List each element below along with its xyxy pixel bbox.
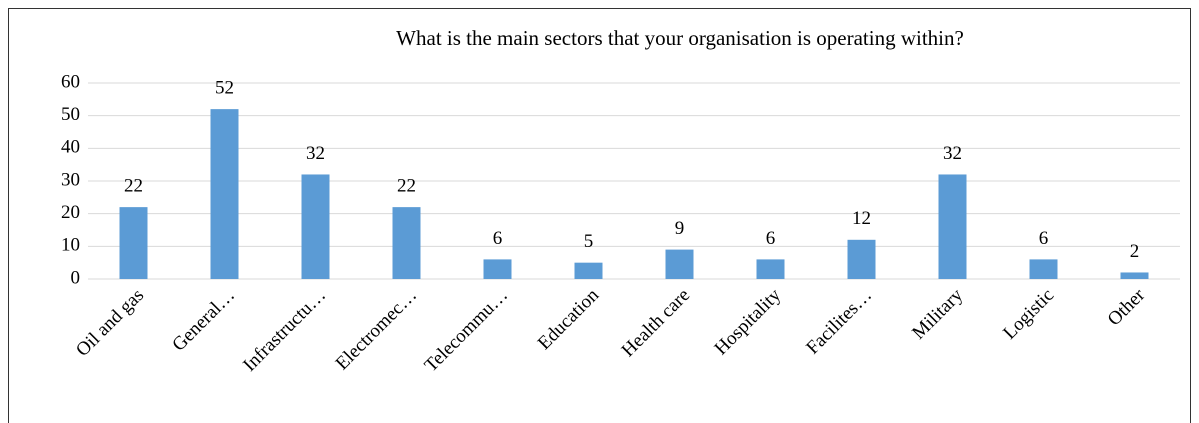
data-label: 6: [1039, 228, 1049, 249]
bar: [119, 207, 148, 279]
bar: [210, 109, 239, 279]
y-tick-label: 50: [61, 104, 80, 125]
data-label: 5: [584, 231, 594, 252]
data-label: 6: [766, 228, 776, 249]
bar: [574, 262, 603, 279]
y-tick-label: 20: [61, 202, 80, 223]
bar: [847, 239, 876, 279]
data-label: 32: [943, 143, 962, 164]
bar: [756, 259, 785, 279]
data-label: 9: [675, 218, 685, 239]
y-tick-label: 60: [61, 71, 80, 92]
y-tick-label: 0: [71, 267, 81, 288]
data-label: 22: [397, 175, 416, 196]
y-tick-label: 30: [61, 169, 80, 190]
bar: [665, 249, 694, 279]
data-label: 6: [493, 228, 503, 249]
bar: [1120, 272, 1149, 279]
y-tick-label: 40: [61, 137, 80, 158]
chart-title: What is the main sectors that your organ…: [396, 26, 964, 50]
bar: [483, 259, 512, 279]
data-label: 2: [1130, 241, 1140, 262]
data-label: 52: [215, 77, 234, 98]
bar: [938, 174, 967, 279]
bar: [1029, 259, 1058, 279]
bar: [392, 207, 421, 279]
data-label: 12: [852, 208, 871, 229]
y-tick-label: 10: [61, 235, 80, 256]
data-label: 22: [124, 175, 143, 196]
chart-border: [8, 8, 1191, 423]
bar: [301, 174, 330, 279]
data-label: 32: [306, 143, 325, 164]
